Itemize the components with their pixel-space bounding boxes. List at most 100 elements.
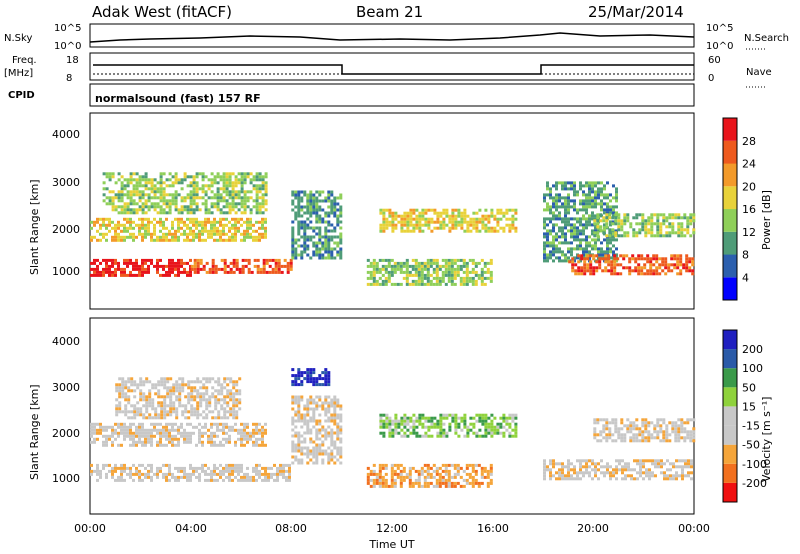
- heatmap-cell: [291, 208, 295, 212]
- heatmap-cell: [168, 211, 172, 215]
- heatmap-cell: [192, 223, 195, 227]
- heatmap-cell: [114, 270, 117, 274]
- heatmap-cell: [634, 257, 638, 261]
- heatmap-cell: [567, 462, 570, 466]
- heatmap-cell: [561, 217, 564, 221]
- heatmap-cell: [459, 279, 463, 283]
- heatmap-cell: [241, 267, 245, 271]
- heatmap-cell: [201, 184, 205, 188]
- heatmap-cell: [195, 232, 198, 236]
- heatmap-cell: [436, 434, 440, 438]
- heatmap-cell: [409, 223, 413, 227]
- heatmap-cell: [448, 422, 452, 426]
- heatmap-cell: [318, 437, 322, 441]
- heatmap-cell: [175, 413, 179, 417]
- heatmap-cell: [261, 175, 265, 179]
- heatmap-cell: [234, 220, 237, 224]
- heatmap-cell: [567, 217, 570, 221]
- heatmap-cell: [198, 220, 201, 224]
- heatmap-cell: [165, 184, 169, 188]
- heatmap-cell: [592, 272, 596, 276]
- heatmap-cell: [685, 269, 689, 273]
- heatmap-cell: [318, 229, 322, 233]
- heatmap-cell: [393, 267, 397, 271]
- heatmap-cell: [280, 270, 284, 274]
- heatmap-cell: [198, 223, 201, 227]
- heatmap-cell: [180, 187, 184, 191]
- heatmap-cell: [417, 478, 421, 482]
- heatmap-cell: [466, 226, 470, 230]
- heatmap-cell: [561, 187, 564, 191]
- heatmap-cell: [255, 172, 259, 176]
- heatmap-cell: [558, 468, 561, 472]
- heatmap-cell: [595, 260, 599, 264]
- heatmap-cell: [199, 392, 203, 396]
- heatmap-cell: [487, 428, 491, 432]
- heatmap-cell: [546, 241, 549, 245]
- heatmap-cell: [597, 190, 600, 194]
- heatmap-cell: [549, 208, 552, 212]
- heatmap-cell: [462, 484, 466, 488]
- heatmap-cell: [274, 258, 278, 262]
- heatmap-cell: [90, 220, 93, 224]
- heatmap-cell: [156, 196, 160, 200]
- heatmap-cell: [291, 455, 295, 459]
- heatmap-cell: [264, 469, 267, 473]
- heatmap-cell: [228, 425, 231, 429]
- heatmap-cell: [234, 181, 238, 185]
- heatmap-cell: [336, 404, 340, 408]
- heatmap-cell: [255, 431, 258, 435]
- heatmap-cell: [690, 462, 693, 466]
- heatmap-cell: [552, 250, 555, 254]
- heatmap-cell: [240, 440, 243, 444]
- heatmap-cell: [120, 273, 123, 277]
- heatmap-cell: [665, 231, 669, 235]
- heatmap-cell: [615, 193, 618, 197]
- heatmap-cell: [162, 181, 166, 185]
- heatmap-cell: [138, 478, 141, 482]
- heatmap-cell: [677, 225, 681, 229]
- heatmap-cell: [426, 258, 430, 262]
- heatmap-cell: [204, 463, 207, 467]
- heatmap-cell: [130, 383, 134, 387]
- heatmap-cell: [145, 395, 149, 399]
- heatmap-cell: [469, 422, 473, 426]
- heatmap-cell: [165, 428, 168, 432]
- heatmap-cell: [641, 436, 645, 440]
- heatmap-cell: [145, 410, 149, 414]
- heatmap-cell: [330, 401, 334, 405]
- heatmap-cell: [420, 270, 424, 274]
- heatmap-cell: [400, 217, 404, 221]
- heatmap-cell: [561, 205, 564, 209]
- heatmap-cell: [219, 223, 222, 227]
- heatmap-cell: [171, 428, 174, 432]
- heatmap-cell: [208, 380, 212, 384]
- heatmap-cell: [673, 254, 677, 258]
- heatmap-cell: [105, 172, 109, 176]
- heatmap-cell: [219, 472, 222, 476]
- heatmap-cell: [336, 452, 340, 456]
- heatmap-cell: [132, 232, 135, 236]
- heatmap-cell: [339, 235, 343, 239]
- heatmap-cell: [543, 193, 546, 197]
- heatmap-cell: [469, 416, 473, 420]
- heatmap-cell: [336, 416, 340, 420]
- heatmap-cell: [424, 223, 428, 227]
- heatmap-cell: [573, 223, 576, 227]
- heatmap-cell: [662, 433, 666, 437]
- heatmap-cell: [567, 220, 570, 224]
- heatmap-cell: [676, 266, 680, 270]
- heatmap-cell: [181, 410, 185, 414]
- heatmap-cell: [663, 477, 666, 481]
- heatmap-cell: [153, 226, 156, 230]
- heatmap-cell: [133, 404, 137, 408]
- heatmap-cell: [205, 407, 209, 411]
- heatmap-cell: [159, 235, 162, 239]
- heatmap-cell: [255, 193, 259, 197]
- heatmap-cell: [291, 247, 295, 251]
- heatmap-cell: [207, 434, 210, 438]
- heatmap-cell: [607, 269, 611, 273]
- heatmap-cell: [415, 419, 419, 423]
- heatmap-cell: [138, 472, 141, 476]
- heatmap-cell: [315, 407, 319, 411]
